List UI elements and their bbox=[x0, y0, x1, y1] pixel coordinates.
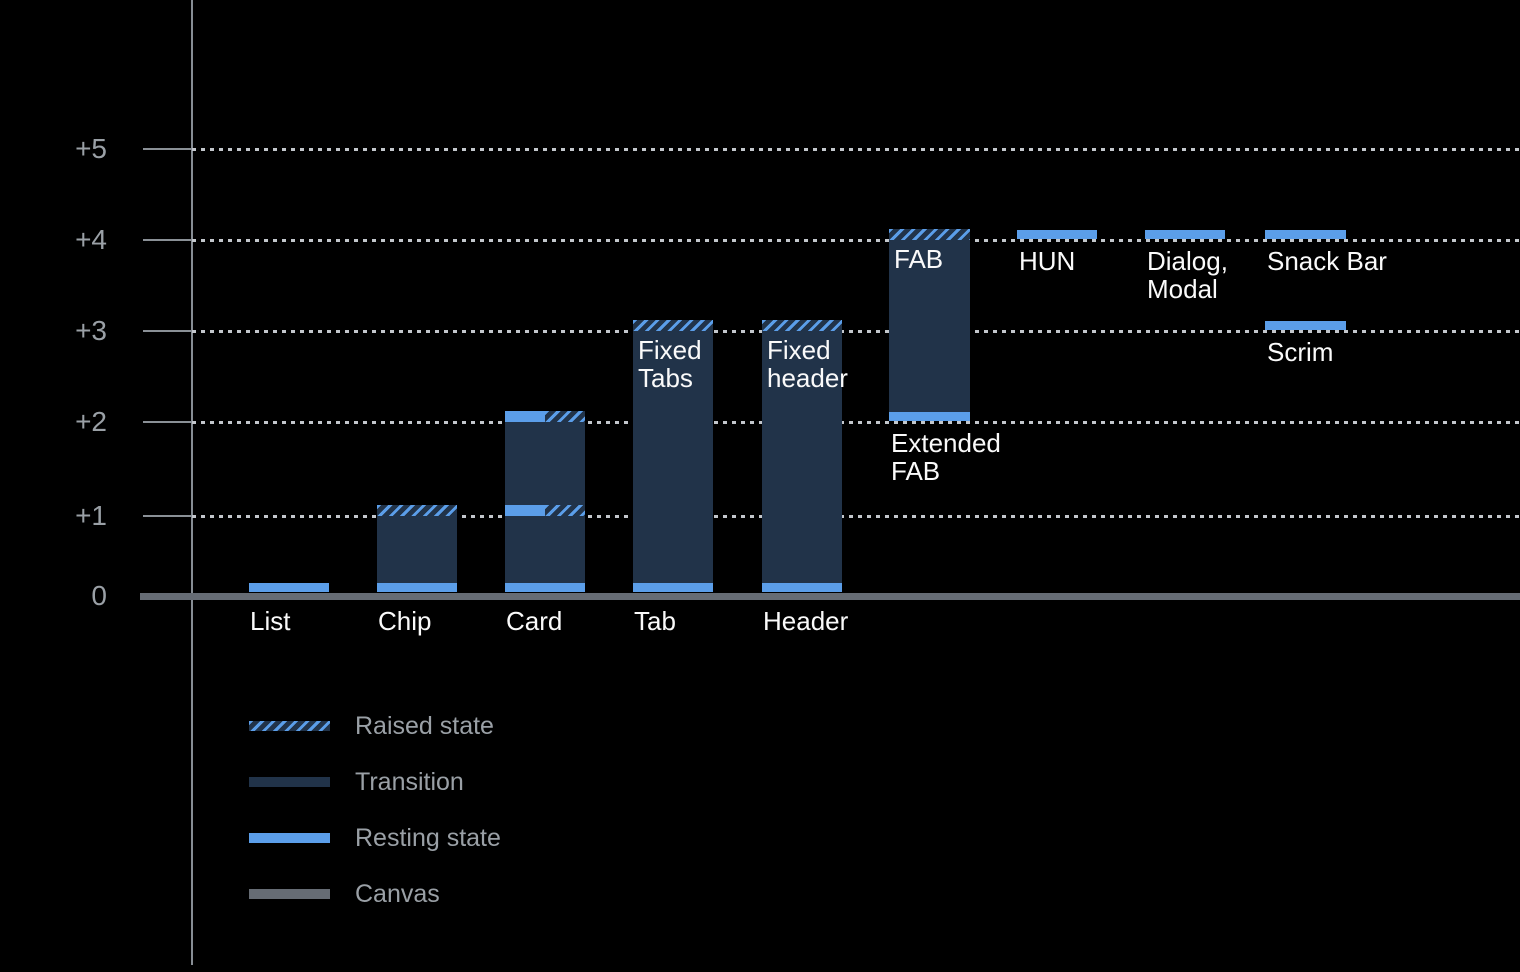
bar-snack-bar-resting-band bbox=[1265, 230, 1346, 239]
gridline-3 bbox=[192, 330, 1520, 333]
axis-tick-4 bbox=[143, 239, 191, 241]
legend-item-raised-state: Raised state bbox=[249, 712, 494, 740]
bar-chip-raised-band bbox=[377, 505, 457, 516]
category-label-chip: Chip bbox=[378, 606, 432, 636]
bar-card-transition bbox=[505, 422, 585, 506]
bar-card-resting-band bbox=[505, 583, 585, 592]
bar-fab-transition bbox=[889, 240, 970, 413]
legend-swatch-transition bbox=[249, 777, 330, 787]
bar-header-resting-band bbox=[762, 583, 842, 592]
category-label-card: Card bbox=[506, 606, 563, 636]
y-axis-line bbox=[191, 0, 193, 965]
bar-tab-raised-band bbox=[633, 320, 713, 331]
bar-fab-raised-band bbox=[889, 229, 970, 240]
category-label-tab: Tab bbox=[634, 606, 676, 636]
bar-card-resting-band-l2 bbox=[505, 411, 545, 422]
legend-label-raised-state: Raised state bbox=[355, 711, 494, 740]
legend-label-canvas: Canvas bbox=[355, 879, 440, 908]
legend-item-canvas: Canvas bbox=[249, 880, 440, 908]
axis-label-3: +3 bbox=[75, 315, 107, 346]
legend-label-resting-state: Resting state bbox=[355, 823, 501, 852]
axis-tick-3 bbox=[143, 330, 191, 332]
gridline-1 bbox=[192, 515, 1520, 518]
gridline-4 bbox=[192, 239, 1520, 242]
axis-label-5: +5 bbox=[75, 133, 107, 164]
canvas-baseline bbox=[140, 593, 1520, 600]
axis-label-0: 0 bbox=[91, 580, 107, 611]
bar-card-raised-band-l2 bbox=[545, 411, 585, 422]
legend-label-transition: Transition bbox=[355, 767, 464, 796]
axis-tick-2 bbox=[143, 421, 191, 423]
axis-label-4: +4 bbox=[75, 224, 107, 255]
sub-label-scrim: Scrim bbox=[1267, 337, 1334, 367]
bar-card-transition bbox=[505, 516, 585, 584]
sub-label-fab: Extended FAB bbox=[891, 428, 1001, 486]
legend-item-resting-state: Resting state bbox=[249, 824, 501, 852]
bar-dialog-modal-resting-band bbox=[1145, 230, 1225, 239]
bar-fab-resting-band bbox=[889, 412, 970, 421]
legend-item-transition: Transition bbox=[249, 768, 464, 796]
bar-label-tab: Fixed Tabs bbox=[638, 335, 702, 393]
bar-chip-transition bbox=[377, 516, 457, 584]
axis-tick-5 bbox=[143, 148, 191, 150]
axis-tick-1 bbox=[143, 515, 191, 517]
axis-label-2: +2 bbox=[75, 406, 107, 437]
bar-list-resting-band bbox=[249, 583, 329, 592]
bar-card-resting-band-l1 bbox=[505, 505, 545, 516]
bar-header-raised-band bbox=[762, 320, 842, 331]
bar-tab-resting-band bbox=[633, 583, 713, 592]
gridline-5 bbox=[192, 148, 1520, 151]
bar-label-header: Fixed header bbox=[767, 335, 848, 393]
bar-label-fab: FAB bbox=[894, 244, 944, 274]
category-label-header: Header bbox=[763, 606, 849, 636]
bar-card-raised-band-l1 bbox=[545, 505, 585, 516]
sub-label-snack-bar: Snack Bar bbox=[1267, 246, 1387, 276]
sub-label-dialog-modal: Dialog, Modal bbox=[1147, 246, 1228, 304]
legend-swatch-resting-state bbox=[249, 833, 330, 843]
bar-scrim-resting-band bbox=[1265, 321, 1346, 330]
legend-swatch-raised-state bbox=[249, 721, 330, 731]
bar-chip-resting-band bbox=[377, 583, 457, 592]
bar-header-transition bbox=[762, 331, 842, 584]
bar-hun-resting-band bbox=[1017, 230, 1097, 239]
legend-swatch-canvas bbox=[249, 889, 330, 899]
sub-label-hun: HUN bbox=[1019, 246, 1076, 276]
axis-label-1: +1 bbox=[75, 500, 107, 531]
gridline-2 bbox=[192, 421, 1520, 424]
category-label-list: List bbox=[250, 606, 291, 636]
bar-tab-transition bbox=[633, 331, 713, 584]
